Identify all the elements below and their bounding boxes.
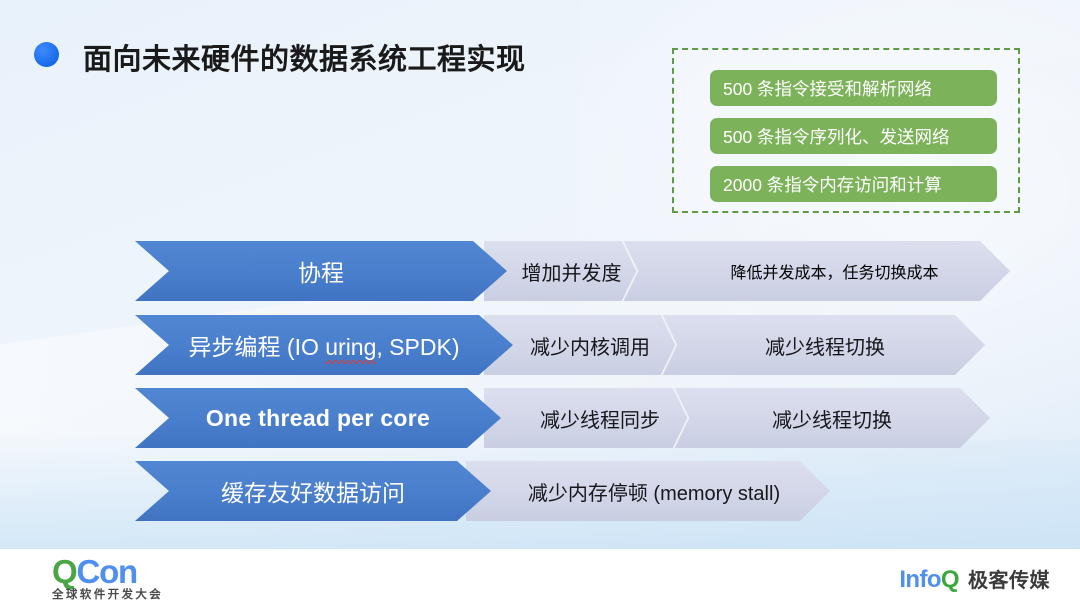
- flow-step-label: 减少线程切换: [772, 409, 892, 432]
- flow-primary-cell[interactable]: 缓存友好数据访问: [135, 461, 491, 521]
- flow-step-label: 降低并发成本，任务切换成本: [730, 265, 939, 282]
- flow-step-label: 减少线程同步: [540, 409, 660, 432]
- flow-primary-label: 异步编程 (IO uring, SPDK): [189, 328, 460, 362]
- flow-primary-prefix: 异步编程 (IO: [188, 334, 326, 360]
- qcon-wordmark: QCon: [52, 555, 163, 588]
- instruction-cost-item: 2000 条指令内存访问和计算: [710, 166, 997, 202]
- qcon-letter-q: Q: [52, 553, 78, 590]
- page-title: 面向未来硬件的数据系统工程实现: [83, 44, 526, 76]
- infoq-letters-info: Info: [899, 566, 941, 593]
- flow-primary-cell[interactable]: 异步编程 (IO uring, SPDK): [135, 315, 513, 375]
- flow-step-cell: 减少线程切换: [712, 388, 952, 448]
- flow-step-cell: 降低并发成本，任务切换成本: [659, 241, 1010, 301]
- flow-primary-label: One thread per core: [205, 404, 431, 431]
- flow-step-cell: 减少内核调用: [490, 315, 690, 375]
- flow-step-background: [484, 241, 1010, 301]
- qcon-letters-con: Con: [76, 553, 138, 590]
- infoq-logo: InfoQ 极客传媒: [899, 564, 1050, 594]
- flow-primary-misspelled-word: uring: [325, 334, 377, 360]
- flow-primary-label: 协程: [298, 260, 344, 286]
- infoq-letter-q: Q: [940, 566, 960, 593]
- bullet-dots-icon: [34, 40, 70, 74]
- flow-primary-suffix: , SPDK): [376, 334, 460, 360]
- flow-step-label: 增加并发度: [521, 262, 622, 285]
- flow-step-cell: 减少线程切换: [700, 315, 950, 375]
- instruction-cost-callout: 500 条指令接受和解析网络 500 条指令序列化、发送网络 2000 条指令内…: [672, 48, 1020, 213]
- slide-header: 面向未来硬件的数据系统工程实现: [34, 36, 526, 78]
- instruction-cost-item: 500 条指令接受和解析网络: [710, 70, 997, 106]
- infoq-wordmark: InfoQ: [899, 566, 959, 594]
- qcon-logo: QCon 全球软件开发大会: [52, 555, 163, 602]
- flow-step-label: 减少内核调用: [530, 336, 650, 359]
- flow-step-background: [484, 315, 985, 375]
- infoq-media-name: 极客传媒: [968, 570, 1050, 592]
- flow-step-cell: 减少线程同步: [500, 388, 700, 448]
- flow-step-background: [484, 388, 990, 448]
- flow-primary-cell[interactable]: One thread per core: [135, 388, 501, 448]
- slide-footer: QCon 全球软件开发大会 InfoQ 极客传媒: [0, 549, 1080, 607]
- flow-step-label: 减少线程切换: [765, 336, 885, 359]
- flow-primary-label: 缓存友好数据访问: [221, 480, 405, 506]
- flow-step-background: [466, 461, 830, 521]
- qcon-subtitle: 全球软件开发大会: [52, 589, 164, 601]
- flow-primary-cell[interactable]: 协程: [135, 241, 507, 301]
- instruction-cost-list: 500 条指令接受和解析网络 500 条指令序列化、发送网络 2000 条指令内…: [710, 70, 997, 202]
- instruction-cost-item: 500 条指令序列化、发送网络: [710, 118, 997, 154]
- bullet-dot-blue-icon: [34, 42, 59, 67]
- flow-step-label: 减少内存停顿 (memory stall): [527, 482, 781, 505]
- flow-step-cell: 减少内存停顿 (memory stall): [494, 461, 814, 521]
